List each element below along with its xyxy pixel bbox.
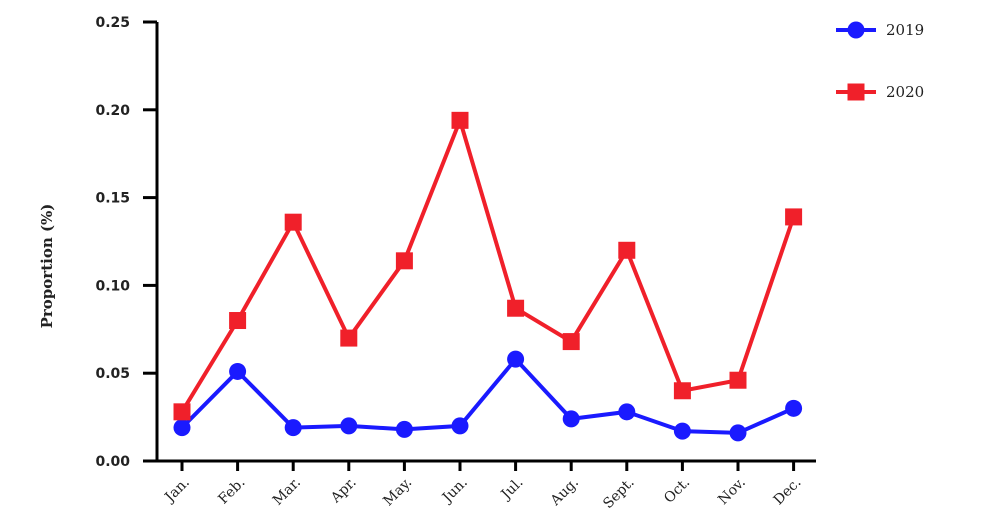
y-tick-label: 0.10 — [95, 278, 130, 294]
data-point — [451, 417, 469, 435]
legend-item-2020: 2020 — [836, 83, 924, 101]
data-point — [729, 424, 747, 442]
x-tick-label: Dec. — [771, 475, 805, 509]
data-point — [451, 111, 469, 129]
data-point — [785, 399, 803, 417]
y-tick-label: 0.00 — [95, 454, 130, 470]
data-point — [729, 371, 747, 389]
data-point — [618, 403, 636, 421]
series-line — [180, 114, 796, 413]
data-point — [229, 362, 247, 380]
data-point — [340, 329, 358, 347]
x-tick-label: Sept. — [600, 475, 637, 512]
series-line — [180, 356, 795, 435]
x-tick-label: Oct. — [661, 475, 693, 507]
x-tick-label: Aug. — [547, 475, 582, 510]
data-point — [173, 403, 191, 421]
y-axis-title: Proportion (%) — [38, 204, 56, 329]
y-tick-label: 0.05 — [95, 366, 130, 382]
x-tick-label: Jul. — [497, 475, 526, 504]
data-point — [395, 420, 413, 438]
data-point — [229, 312, 247, 330]
legend: 2019 2020 — [836, 21, 924, 101]
x-tick-label: Jan. — [161, 475, 193, 507]
data-point — [562, 333, 580, 351]
legend-item-2019: 2019 — [836, 21, 924, 39]
data-point — [284, 213, 302, 231]
data-point — [507, 350, 525, 368]
data-point — [284, 419, 302, 437]
series-2020 — [173, 111, 803, 421]
x-tick-label: Apr. — [327, 475, 359, 507]
x-tick-label: Mar. — [270, 475, 304, 509]
x-tick-label: Nov. — [715, 475, 749, 509]
legend-marker — [847, 21, 865, 39]
data-point — [507, 299, 525, 317]
legend-label: 2019 — [886, 21, 924, 39]
data-point — [340, 417, 358, 435]
y-tick-label: 0.25 — [95, 15, 130, 31]
data-point — [785, 208, 803, 226]
data-point — [173, 419, 191, 437]
legend-label: 2020 — [886, 83, 924, 101]
data-point — [562, 410, 580, 428]
series-layer — [173, 111, 803, 442]
data-point — [395, 252, 413, 270]
y-tick-label: 0.20 — [95, 103, 130, 119]
data-point — [618, 241, 636, 259]
x-tick-label: Jun. — [438, 475, 471, 508]
series-2019 — [173, 350, 803, 442]
data-point — [673, 422, 691, 440]
x-tick-label: Feb. — [215, 475, 248, 508]
legend-marker — [847, 83, 865, 101]
x-tick-label: May. — [380, 475, 415, 510]
data-point — [673, 382, 691, 400]
axes: 0.00 0.05 0.10 0.15 0.20 0.25 Jan. Feb. Mar. Apr.… — [95, 15, 816, 512]
y-tick-label: 0.15 — [95, 191, 130, 207]
